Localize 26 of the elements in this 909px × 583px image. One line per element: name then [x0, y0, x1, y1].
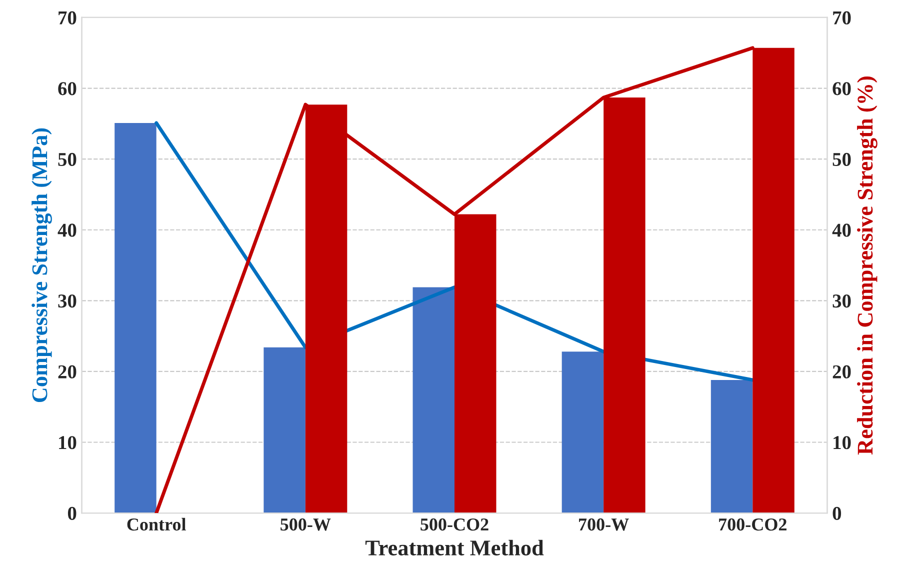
y2-tick-label: 50: [832, 152, 851, 166]
y2-tick-label: 10: [834, 436, 851, 450]
y-tick-label: 20: [58, 365, 76, 378]
y-tick-label: 60: [58, 82, 76, 96]
y2-tick-label: 30: [832, 294, 851, 308]
y-tick-label: 30: [58, 294, 76, 308]
x-tick-label: 700-CO2: [719, 518, 786, 531]
y-tick-label: 50: [58, 152, 76, 166]
bar: [114, 122, 156, 514]
y2-tick-label: 60: [832, 82, 851, 96]
y2-axis-title: Reduction in Compressive Strength (%): [857, 76, 878, 455]
y2-tick-label: 20: [832, 365, 851, 378]
x-tick-label: Control: [127, 518, 186, 531]
x-tick-label: 700-W: [579, 518, 629, 531]
y2-tick-label: 40: [832, 224, 851, 237]
x-axis-title: Treatment Method: [365, 540, 544, 556]
y-tick-label: 0: [68, 506, 76, 520]
y-tick-label: 40: [58, 224, 76, 237]
y-tick-label: 10: [59, 436, 76, 450]
y-axis-title: Compressive Strength (MPa): [32, 128, 52, 402]
x-tick-label: 500-W: [280, 518, 331, 531]
bar: [710, 380, 753, 514]
y-tick-label: 70: [58, 11, 76, 24]
x-tick-label: 500-CO2: [420, 518, 488, 531]
y2-tick-label: 70: [833, 11, 851, 24]
y2-tick-label: 0: [832, 506, 842, 520]
